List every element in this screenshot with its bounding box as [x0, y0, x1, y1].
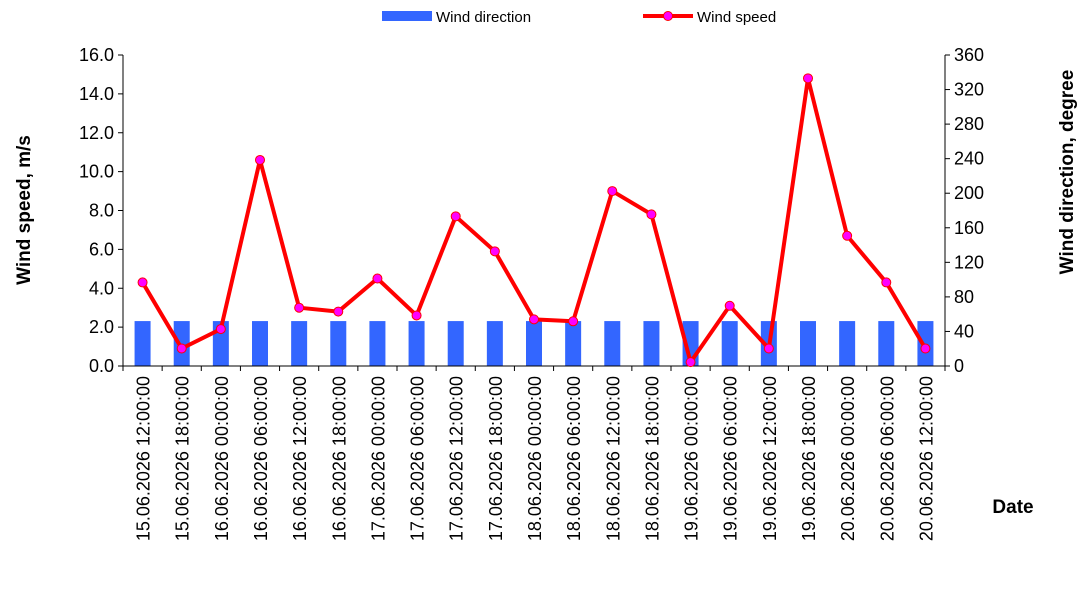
y-right-tick-label: 80	[954, 287, 974, 307]
x-tick-label: 18.06.2026 18:00:00	[642, 376, 662, 541]
point-wind-speed	[411, 310, 422, 321]
x-tick-label: 19.06.2026 12:00:00	[760, 376, 780, 541]
y-axis-right-ticks: 0 40 80 120 160 200 240 280 320 360	[945, 45, 984, 376]
bar-wind-direction	[643, 321, 660, 366]
x-tick-label: 18.06.2026 06:00:00	[564, 376, 584, 541]
y-axis-left-title: Wind speed, m/s	[14, 135, 35, 285]
bar-wind-direction	[526, 321, 542, 366]
legend-swatch-wind-speed-marker	[663, 11, 673, 21]
point-wind-speed	[724, 300, 735, 311]
legend-swatch-wind-direction	[382, 11, 432, 21]
point-wind-speed	[763, 343, 774, 354]
bar-wind-direction	[565, 321, 582, 366]
y-axis-left-ticks: 0.0 2.0 4.0 6.0 8.0 10.0 12.0 14.0 16.0	[79, 45, 123, 376]
point-wind-speed	[803, 73, 813, 84]
y-right-tick-label: 280	[954, 114, 984, 134]
x-tick-label: 15.06.2026 18:00:00	[173, 376, 193, 541]
y-right-tick-label: 40	[954, 321, 974, 341]
line-wind-speed	[137, 73, 931, 368]
bar-wind-direction	[447, 321, 464, 366]
x-tick-label: 18.06.2026 12:00:00	[603, 376, 623, 541]
bar-wind-direction	[134, 321, 151, 366]
y-left-tick-label: 14.0	[79, 84, 114, 104]
bar-wind-direction	[486, 321, 503, 366]
x-tick-label: 15.06.2026 12:00:00	[134, 376, 154, 541]
bar-wind-direction	[721, 321, 738, 366]
x-tick-label: 19.06.2026 06:00:00	[721, 376, 741, 541]
y-right-tick-label: 240	[954, 149, 984, 169]
point-wind-speed	[137, 277, 148, 288]
y-right-tick-label: 360	[954, 45, 984, 65]
y-left-tick-label: 6.0	[89, 239, 114, 259]
y-left-tick-label: 10.0	[79, 162, 114, 182]
x-tick-label: 20.06.2026 06:00:00	[877, 376, 897, 541]
point-wind-speed	[568, 316, 579, 327]
y-right-tick-label: 200	[954, 183, 984, 203]
x-tick-label: 20.06.2026 12:00:00	[916, 376, 936, 541]
point-wind-speed	[685, 357, 696, 368]
x-axis-title: Date	[992, 497, 1033, 518]
point-wind-speed	[842, 230, 853, 241]
y-right-tick-label: 320	[954, 80, 984, 100]
point-wind-speed	[646, 209, 657, 220]
point-wind-speed	[920, 343, 931, 354]
bar-wind-direction	[878, 321, 895, 366]
y-left-tick-label: 4.0	[89, 278, 114, 298]
x-tick-label: 18.06.2026 00:00:00	[525, 376, 545, 541]
y-left-tick-label: 16.0	[79, 45, 114, 65]
point-wind-speed	[450, 211, 461, 222]
y-right-tick-label: 120	[954, 252, 984, 272]
point-wind-speed	[529, 314, 539, 325]
point-wind-speed	[215, 324, 226, 335]
legend: Wind direction Wind speed	[382, 9, 776, 26]
point-wind-speed	[176, 343, 187, 354]
x-tick-label: 17.06.2026 18:00:00	[486, 376, 506, 541]
y-left-tick-label: 12.0	[79, 123, 114, 143]
x-tick-label: 17.06.2026 00:00:00	[368, 376, 388, 541]
y-left-tick-label: 8.0	[89, 201, 114, 221]
x-tick-label: 16.06.2026 06:00:00	[251, 376, 271, 541]
bar-wind-direction	[839, 321, 856, 366]
point-wind-speed	[372, 273, 383, 284]
point-wind-speed	[333, 306, 344, 317]
y-left-tick-label: 0.0	[89, 356, 114, 376]
bar-wind-direction	[252, 321, 268, 366]
y-right-tick-label: 0	[954, 356, 964, 376]
x-tick-label: 19.06.2026 18:00:00	[799, 376, 819, 541]
x-tick-label: 17.06.2026 06:00:00	[408, 376, 428, 541]
bar-wind-direction	[330, 321, 347, 366]
point-wind-speed	[881, 277, 892, 288]
bar-wind-direction	[800, 321, 816, 366]
x-tick-label: 20.06.2026 00:00:00	[838, 376, 858, 541]
x-tick-label: 16.06.2026 00:00:00	[212, 376, 232, 541]
y-right-tick-label: 160	[954, 218, 984, 238]
legend-label-wind-speed: Wind speed	[697, 9, 776, 26]
x-axis-ticks: 15.06.2026 12:00:00 15.06.2026 18:00:00 16…	[134, 376, 937, 541]
bar-wind-direction	[604, 321, 621, 366]
legend-label-wind-direction: Wind direction	[436, 9, 531, 26]
point-wind-speed	[255, 154, 265, 165]
x-tick-label: 16.06.2026 18:00:00	[329, 376, 349, 541]
point-wind-speed	[294, 302, 305, 313]
x-tick-label: 17.06.2026 12:00:00	[447, 376, 467, 541]
bar-wind-direction	[291, 321, 308, 366]
x-tick-label: 19.06.2026 00:00:00	[682, 376, 702, 541]
bar-wind-direction	[408, 321, 425, 366]
y-axis-right-title: Wind direction, degree	[1057, 70, 1078, 275]
y-left-tick-label: 2.0	[89, 317, 114, 337]
point-wind-speed	[607, 186, 618, 197]
point-wind-speed	[489, 246, 500, 257]
bar-wind-direction	[369, 321, 386, 366]
bars-wind-direction	[134, 321, 934, 366]
x-tick-label: 16.06.2026 12:00:00	[290, 376, 310, 541]
